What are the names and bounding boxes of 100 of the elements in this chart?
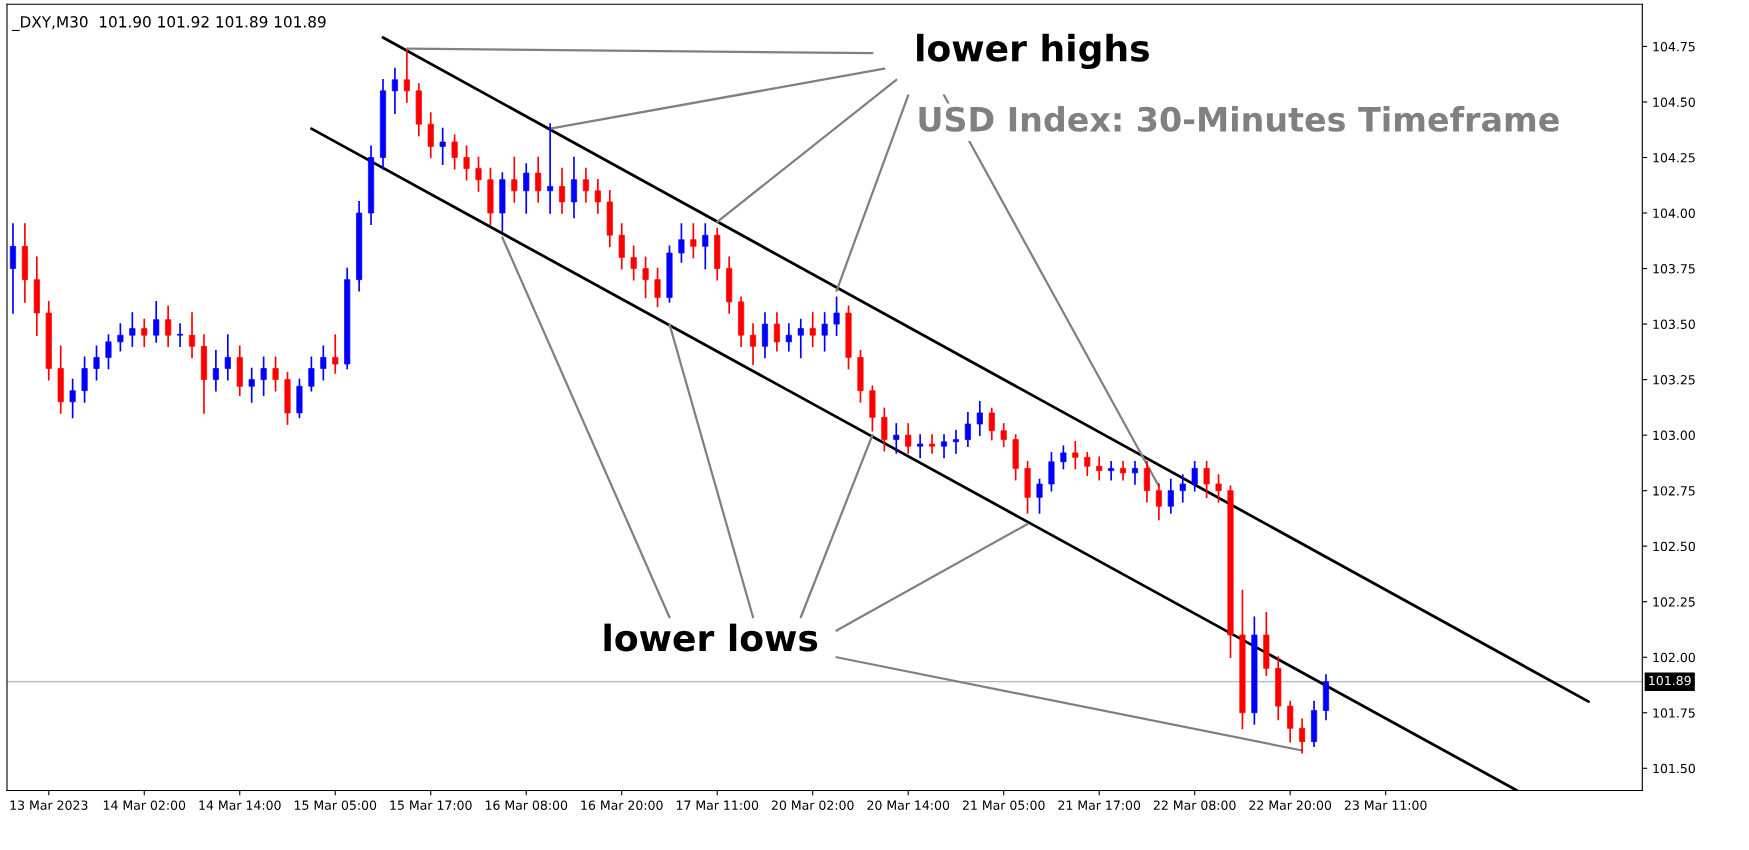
candlestick: [702, 223, 709, 270]
candlestick: [535, 156, 542, 203]
annotation: lower highs: [917, 33, 1149, 70]
y-tick-label: 101.75: [1653, 708, 1695, 718]
candlestick: [905, 423, 912, 454]
candlestick: [188, 312, 196, 359]
x-tick-label: 14 Mar 02:00: [103, 800, 186, 810]
candlestick: [929, 434, 936, 454]
y-tick-label: 103.75: [1653, 264, 1695, 274]
candlestick: [809, 312, 816, 348]
y-tick-label: 101.50: [1653, 763, 1695, 774]
x-tick-label: 14 Mar 14:00: [199, 800, 281, 810]
candlestick: [1203, 460, 1210, 499]
candlestick: [129, 312, 136, 348]
candlestick: [964, 412, 971, 448]
candlestick: [141, 318, 148, 348]
text: USD Index: 30-Minutes Timeframe: [919, 106, 1559, 132]
candlestick: [332, 334, 339, 374]
candlestick: [248, 367, 255, 403]
x-tick-label: 21 Mar 17:00: [1058, 800, 1141, 810]
y-tick-label: 102.25: [1653, 597, 1695, 607]
candlestick: [1060, 445, 1067, 470]
candlestick: [1108, 460, 1115, 481]
candlestick: [523, 163, 530, 214]
candlestick: [1143, 460, 1150, 503]
candlestick: [988, 407, 995, 441]
x-tick-label: 20 Mar 02:00: [771, 800, 854, 810]
candlestick: [559, 167, 566, 214]
x-tick-label: 16 Mar 08:00: [485, 800, 568, 810]
x-tick-label: 15 Mar 17:00: [390, 800, 472, 810]
y-tick-label: 104.75: [1653, 41, 1695, 52]
candlestick: [750, 323, 757, 365]
y-tick-label: 103.25: [1653, 375, 1695, 385]
candlestick: [1155, 483, 1162, 521]
x-tick-label: 23 Mar 11:00: [1344, 800, 1427, 810]
candlestick: [427, 112, 434, 159]
candlestick: [165, 305, 172, 348]
x-tick-label: 15 Mar 05:00: [294, 800, 377, 810]
candlestick: [475, 156, 482, 192]
candlestick: [1131, 460, 1139, 485]
candlestick: [654, 267, 661, 308]
candlestick: [403, 50, 410, 103]
candlestick: [690, 223, 697, 259]
candlestick: [976, 400, 983, 436]
candlestick: [463, 145, 470, 181]
y-tick-label: 102.00: [1653, 652, 1695, 663]
candlestick: [642, 256, 649, 299]
candlestick: [1215, 474, 1222, 503]
candlestick: [761, 312, 769, 359]
y-tick-label: 104.00: [1653, 208, 1695, 218]
x-tick-label: 13 Mar 2023: [10, 800, 88, 810]
x-tick-label: 22 Mar 20:00: [1249, 800, 1332, 810]
candlestick: [260, 356, 267, 396]
x-tick-label: 22 Mar 08:00: [1153, 800, 1236, 810]
candlestick: [881, 407, 888, 452]
candlestick: [618, 223, 625, 270]
candlestick: [570, 156, 578, 219]
y-tick-label: 104.50: [1653, 97, 1695, 107]
candlestick: [451, 134, 458, 170]
candlestick: [582, 167, 589, 203]
y-tick-label: 103.50: [1653, 319, 1695, 330]
candlestick: [1179, 474, 1186, 503]
x-tick-label: 21 Mar 05:00: [962, 800, 1045, 810]
annotation: lower lows: [604, 623, 818, 652]
candlestick: [9, 223, 16, 314]
candlestick: [320, 345, 327, 381]
candlestick: [1048, 452, 1055, 492]
candlestick: [224, 334, 231, 381]
candlestick: [833, 296, 840, 337]
candlestick: [439, 127, 446, 166]
annotation: _DXY,M30 101.90 101.92 101.89 101.89: [11, 16, 326, 31]
candlestick: [940, 434, 948, 459]
candlestick: [1191, 460, 1198, 492]
candlestick: [630, 245, 637, 281]
candlestick: [1000, 423, 1007, 448]
candlestick: [511, 156, 518, 203]
candlestick: [1287, 700, 1294, 743]
candlestick: [917, 434, 924, 459]
candlestick: [93, 345, 100, 381]
y-tick-label: 102.75: [1653, 486, 1695, 496]
candlestick: [69, 378, 76, 419]
x-tick-label: 20 Mar 14:00: [867, 800, 950, 810]
candlestick: [81, 356, 88, 403]
x-tick-label: 16 Mar 20:00: [581, 800, 663, 810]
candlestick: [1096, 456, 1103, 481]
candlestick: [773, 312, 780, 352]
candlestick: [272, 356, 279, 392]
candlestick: [893, 423, 900, 454]
y-tick-label: 104.25: [1653, 152, 1695, 163]
candlestick: [547, 123, 554, 214]
candlestick: [785, 323, 792, 352]
candlestick: [678, 223, 685, 263]
y-tick-label: 102.50: [1653, 541, 1695, 552]
candlestick: [117, 323, 124, 352]
candlestick: [177, 323, 184, 348]
candlestick: [821, 312, 828, 352]
x-tick-label: 17 Mar 11:00: [676, 800, 759, 810]
candlestick: [797, 318, 804, 359]
candlestick: [391, 67, 398, 114]
candlestick: [1072, 440, 1079, 470]
